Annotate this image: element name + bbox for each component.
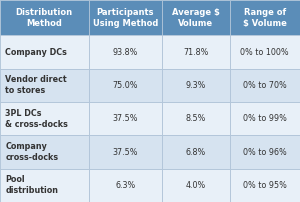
Text: 0% to 99%: 0% to 99% — [243, 114, 287, 123]
FancyBboxPatch shape — [0, 102, 88, 135]
Text: 93.8%: 93.8% — [112, 47, 138, 57]
Text: Company DCs: Company DCs — [5, 47, 67, 57]
FancyBboxPatch shape — [230, 102, 300, 135]
FancyBboxPatch shape — [162, 35, 230, 69]
Text: 0% to 96%: 0% to 96% — [243, 147, 286, 157]
FancyBboxPatch shape — [162, 102, 230, 135]
Text: Company
cross-docks: Company cross-docks — [5, 142, 59, 162]
Text: 0% to 70%: 0% to 70% — [243, 81, 286, 90]
FancyBboxPatch shape — [230, 69, 300, 102]
FancyBboxPatch shape — [230, 169, 300, 202]
FancyBboxPatch shape — [0, 0, 88, 35]
FancyBboxPatch shape — [162, 69, 230, 102]
FancyBboxPatch shape — [230, 35, 300, 69]
Text: Pool
distribution: Pool distribution — [5, 176, 59, 195]
Text: 9.3%: 9.3% — [186, 81, 206, 90]
FancyBboxPatch shape — [88, 169, 162, 202]
FancyBboxPatch shape — [0, 135, 88, 169]
FancyBboxPatch shape — [0, 69, 88, 102]
Text: Distribution
Method: Distribution Method — [16, 8, 73, 27]
Text: 4.0%: 4.0% — [186, 181, 206, 190]
FancyBboxPatch shape — [230, 0, 300, 35]
FancyBboxPatch shape — [162, 135, 230, 169]
FancyBboxPatch shape — [162, 0, 230, 35]
Text: Range of
$ Volume: Range of $ Volume — [243, 8, 287, 27]
Text: Participants
Using Method: Participants Using Method — [93, 8, 158, 27]
FancyBboxPatch shape — [230, 135, 300, 169]
Text: 37.5%: 37.5% — [112, 114, 138, 123]
Text: 6.8%: 6.8% — [186, 147, 206, 157]
Text: 75.0%: 75.0% — [112, 81, 138, 90]
FancyBboxPatch shape — [88, 0, 162, 35]
Text: 37.5%: 37.5% — [112, 147, 138, 157]
FancyBboxPatch shape — [162, 169, 230, 202]
Text: 0% to 100%: 0% to 100% — [240, 47, 289, 57]
Text: 0% to 95%: 0% to 95% — [243, 181, 287, 190]
Text: 71.8%: 71.8% — [183, 47, 208, 57]
Text: 6.3%: 6.3% — [115, 181, 135, 190]
FancyBboxPatch shape — [88, 102, 162, 135]
Text: 8.5%: 8.5% — [186, 114, 206, 123]
FancyBboxPatch shape — [0, 169, 88, 202]
FancyBboxPatch shape — [0, 35, 88, 69]
Text: Average $
Volume: Average $ Volume — [172, 8, 220, 27]
Text: 3PL DCs
& cross-docks: 3PL DCs & cross-docks — [5, 109, 68, 128]
FancyBboxPatch shape — [88, 135, 162, 169]
FancyBboxPatch shape — [88, 35, 162, 69]
FancyBboxPatch shape — [88, 69, 162, 102]
Text: Vendor direct
to stores: Vendor direct to stores — [5, 76, 67, 95]
